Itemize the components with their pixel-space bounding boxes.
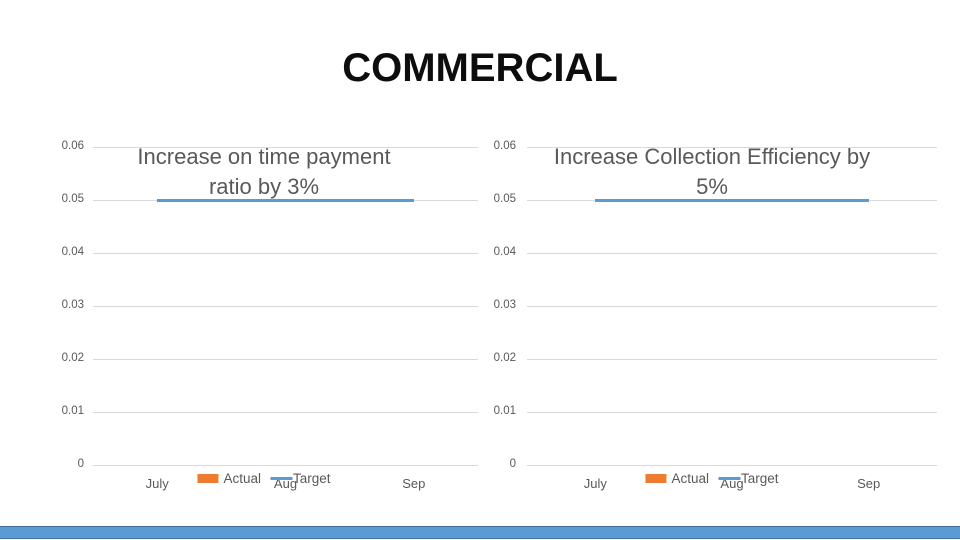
target-line [157,199,414,202]
gridline [527,465,937,466]
y-axis-label: 0.04 [493,246,516,258]
legend-target-marker [718,477,740,480]
target-line [595,199,869,202]
legend: Actual Target [645,471,779,486]
y-axis-label: 0.05 [493,193,516,205]
y-axis-label: 0.01 [493,405,516,417]
y-axis-label: 0.03 [493,299,516,311]
chart-title-line: Increase on time payment [137,144,391,169]
y-axis-label: 0.03 [61,299,84,311]
x-axis-label: Sep [857,476,881,491]
x-axis-label: July [583,476,607,491]
legend-actual-swatch [645,474,667,483]
gridline [93,306,478,307]
gridline [93,412,478,413]
gridline [93,465,478,466]
legend-actual-label: Actual [671,471,709,486]
x-axis-label: July [145,476,169,491]
legend-actual-label: Actual [223,471,261,486]
y-axis-label: 0.02 [493,352,516,364]
y-axis-label: 0 [77,458,84,470]
chart-title-line: 5% [696,174,728,199]
slide-title: COMMERCIAL [342,46,618,90]
gridline [527,412,937,413]
y-axis-label: 0.06 [493,140,516,152]
gridline [527,147,937,148]
gridline [93,359,478,360]
y-axis-label: 0.04 [61,246,84,258]
gridline [527,359,937,360]
gridline [93,147,478,148]
gridline [527,253,937,254]
legend: Actual Target [197,471,331,486]
legend-target-label: Target [293,471,331,486]
chart-title: Increase on time payment ratio by 3% [50,142,478,202]
chart-title-line: ratio by 3% [208,174,320,199]
gridline [527,306,937,307]
chart-title-line: Increase Collection Efficiency by [553,144,871,169]
legend-actual-swatch [197,474,219,483]
y-axis-label: 0.02 [61,352,84,364]
chart-title: Increase Collection Efficiency by 5% [487,142,937,202]
slide-footer-bar [0,526,960,539]
y-axis-label: 0.01 [61,405,84,417]
legend-target-marker [270,477,292,480]
y-axis-label: 0.05 [61,193,84,205]
y-axis-label: 0.06 [61,140,84,152]
y-axis-label: 0 [509,458,516,470]
gridline [93,253,478,254]
x-axis-label: Sep [402,476,426,491]
legend-target-label: Target [741,471,779,486]
